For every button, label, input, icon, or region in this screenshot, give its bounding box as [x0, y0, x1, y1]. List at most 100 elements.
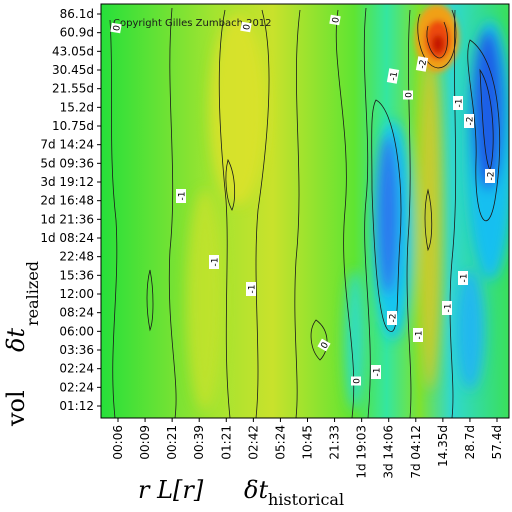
y-tick-label: 7d 14:24 — [40, 138, 94, 152]
contour-line — [146, 269, 154, 332]
y-tick-label: 02:24 — [59, 380, 94, 394]
contour-labels: 0 0-1-200-2-2-1-1-1-1-2-1-100-1-1 — [110, 14, 497, 386]
y-axis-title-sub: realized — [23, 261, 42, 326]
contour-line — [168, 7, 177, 418]
contour-label-box — [458, 271, 468, 285]
blue-band-mid — [377, 135, 399, 295]
x-axis-title: r L[r] δt historical — [138, 476, 344, 509]
contour-label-box — [442, 301, 452, 315]
contour-line — [255, 9, 270, 418]
contour-value-label: -2 — [485, 169, 497, 183]
contour-label-box — [386, 68, 400, 84]
contour-label-box — [413, 328, 423, 342]
x-tick-label: 10:45 — [301, 425, 315, 460]
x-tick-label: 00:06 — [111, 425, 125, 460]
contour-line — [109, 19, 118, 418]
x-axis-title-sub: historical — [268, 490, 344, 509]
x-tick-label: 3d 14:06 — [382, 425, 396, 479]
contour-label-box — [371, 365, 381, 379]
x-tick-label: 7d 04:12 — [409, 425, 423, 479]
y-tick-label: 2d 16:48 — [40, 194, 94, 208]
y-tick-label: 03:36 — [59, 343, 94, 357]
y-tick-label: 12:00 — [59, 287, 94, 301]
contour-value-label: -1 — [453, 96, 465, 110]
cyan-spot-lower — [456, 270, 484, 390]
contour-line — [406, 9, 412, 418]
contour-value-label: -1 — [176, 189, 188, 203]
plot-frame — [100, 3, 510, 419]
contour-label-text: 0 — [112, 24, 123, 32]
y-tick-label: 60.9d — [60, 26, 94, 40]
teal-spot-lower — [345, 270, 365, 410]
x-axis-title-main: r L[r] — [138, 476, 204, 504]
x-tick-label: 00:21 — [165, 425, 179, 460]
x-tick-label: 14.35d — [436, 425, 450, 467]
y-tick-label: 10.75d — [52, 119, 94, 133]
peak-core — [432, 35, 444, 53]
contour-label-box — [387, 311, 397, 325]
x-axis: 00:06 00:09 00:21 00:39 01:21 02:42 05:24 10:45… — [111, 418, 504, 479]
y-tick-label: 1d 21:36 — [40, 212, 94, 226]
contour-value-label: -2 — [464, 114, 476, 128]
y-tick-label: 5d 09:36 — [40, 156, 94, 170]
x-tick-label: 28.7d — [463, 425, 477, 459]
contour-label-box — [464, 114, 474, 128]
contour-label-text: -1 — [211, 258, 221, 267]
y-tick-label: 86.1d — [60, 7, 94, 21]
contour-label-text: -1 — [460, 274, 470, 283]
contour-value-label: -1 — [442, 301, 454, 315]
contour-line — [310, 319, 328, 361]
contour-label-text: -1 — [248, 285, 258, 294]
contour-label-text: -1 — [389, 71, 400, 82]
contour-label-box — [453, 96, 463, 110]
x-tick-label: 21:33 — [328, 425, 342, 460]
yellow-band-right — [418, 50, 442, 390]
y-tick-label: 1d 08:24 — [40, 231, 94, 245]
contour-label-text: -1 — [444, 304, 454, 313]
contour-label-box — [329, 14, 341, 26]
y-tick-label: 01:12 — [59, 399, 94, 413]
contour-line — [371, 99, 402, 332]
contour-value-label: -1 — [209, 255, 221, 269]
contour-label-text: -2 — [487, 172, 497, 181]
contour-line — [424, 189, 433, 252]
x-tick-label: 00:39 — [192, 425, 206, 460]
contour-value-label: 0 — [351, 376, 363, 386]
contour-value-label: -1 — [458, 271, 470, 285]
yellow-blob-center — [210, 15, 266, 205]
y-axis: 86.1d 60.9d 43.05d 30.45d 21.55d 15.2d 10.75d 7… — [40, 7, 101, 413]
contour-line — [467, 39, 501, 222]
contour-label-box — [351, 376, 361, 386]
contour-label-box — [176, 189, 186, 203]
y-tick-label: 43.05d — [52, 44, 94, 58]
contour-line — [417, 9, 457, 69]
contour-label-box — [485, 169, 495, 183]
x-tick-label: 02:42 — [246, 425, 260, 460]
contour-line — [449, 9, 457, 418]
contour-line — [294, 9, 301, 418]
y-tick-label: 15:36 — [59, 268, 94, 282]
y-tick-label: 21.55d — [52, 82, 94, 96]
y-axis-title-delta: δt — [2, 328, 30, 352]
contour-value-label: -2 — [387, 311, 399, 325]
contour-value-label: -1 — [413, 328, 425, 342]
y-tick-label: 08:24 — [59, 306, 94, 320]
contour-label-box — [403, 90, 413, 100]
contour-label-box — [240, 21, 252, 33]
contour-label-text: -1 — [373, 368, 383, 377]
contour-label-box — [110, 22, 122, 34]
contour-value-label: 0 — [329, 14, 342, 26]
contour-label-box — [209, 255, 219, 269]
copyright-text: Copyright Gilles Zumbach 2012 — [113, 18, 272, 29]
contour-value-label: -1 — [386, 68, 400, 84]
contour-label-text: -1 — [455, 99, 465, 108]
contour-value-label: 0 — [110, 22, 123, 34]
x-axis-title-delta: δt — [244, 476, 268, 504]
y-tick-label: 22:48 — [59, 250, 94, 264]
x-tick-label: 57.4d — [490, 425, 504, 459]
contour-value-label: 0 — [317, 338, 331, 352]
y-tick-label: 30.45d — [52, 63, 94, 77]
contour-value-label: 0 — [240, 21, 253, 33]
contour-label-text: -1 — [178, 192, 188, 201]
